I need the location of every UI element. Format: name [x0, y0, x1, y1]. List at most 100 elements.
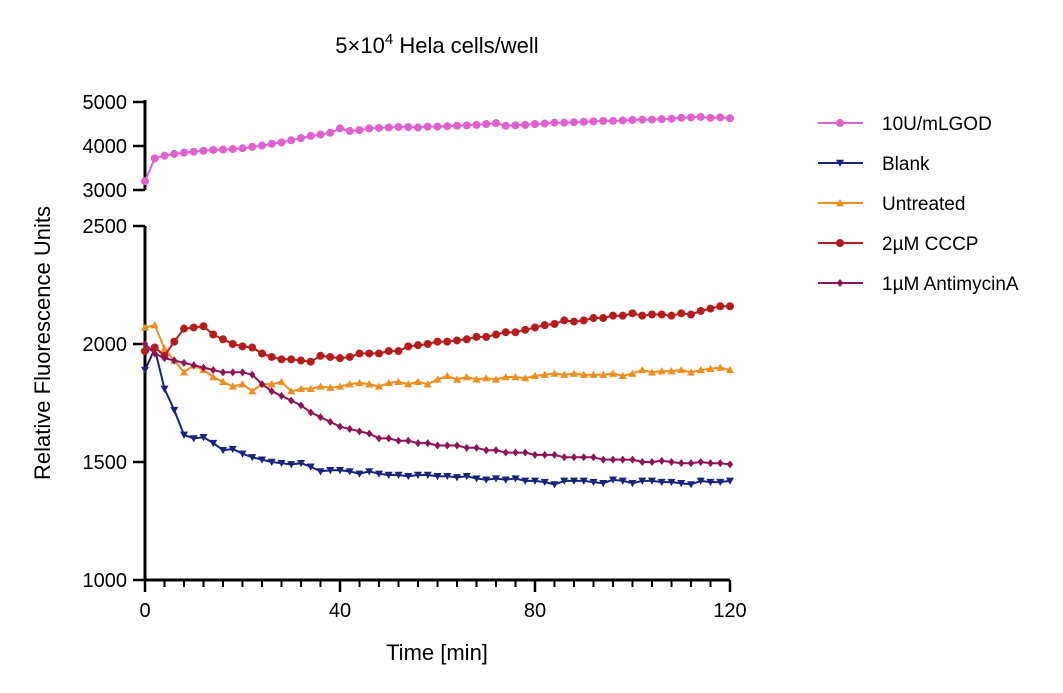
data-point: [248, 454, 257, 462]
y-ticks: 1000 1500 2000 2500 3000 4000 5000: [83, 92, 145, 592]
data-point: [238, 144, 247, 153]
data-point: [638, 311, 647, 320]
data-point: [248, 343, 257, 352]
data-point: [550, 118, 559, 127]
legend-item: Untreated: [818, 194, 965, 215]
data-point: [238, 342, 247, 351]
data-point: [433, 472, 442, 481]
data-point: [726, 477, 734, 485]
data-point: [579, 316, 588, 325]
data-point: [716, 478, 725, 487]
data-point: [375, 434, 383, 443]
legend-marker: [836, 239, 844, 247]
data-point: [501, 121, 510, 130]
data-point: [345, 352, 354, 361]
data-point: [404, 380, 413, 388]
y-tick-label: 2000: [83, 334, 128, 356]
data-point: [609, 369, 617, 377]
series-1: [141, 345, 734, 489]
data-point: [628, 116, 637, 125]
data-point: [326, 128, 335, 137]
data-point: [706, 364, 715, 372]
data-point: [219, 447, 227, 455]
data-point: [551, 450, 558, 459]
data-point: [462, 121, 471, 130]
data-point: [609, 116, 617, 125]
data-point: [511, 328, 520, 337]
data-point: [521, 325, 530, 334]
data-point: [717, 459, 724, 468]
data-point: [657, 115, 666, 124]
data-point: [628, 369, 637, 377]
data-point: [287, 136, 296, 145]
data-point: [716, 363, 725, 371]
data-point: [385, 434, 392, 443]
data-point: [287, 355, 296, 364]
data-point: [150, 343, 159, 352]
data-point: [384, 123, 393, 132]
data-point: [189, 147, 198, 156]
data-point: [141, 366, 149, 374]
data-point: [189, 323, 198, 332]
legend-item: 2µM CCCP: [818, 234, 978, 255]
data-point: [677, 309, 686, 318]
data-point: [609, 476, 617, 484]
data-point: [628, 480, 637, 488]
data-point: [579, 370, 588, 378]
data-point: [589, 117, 598, 126]
data-point: [258, 141, 266, 150]
data-point: [648, 310, 656, 319]
data-point: [492, 475, 500, 483]
data-point: [531, 371, 539, 380]
x-tick-label: 40: [329, 600, 351, 622]
data-point: [511, 121, 520, 130]
data-point: [570, 453, 578, 462]
data-point: [501, 328, 510, 337]
data-point: [550, 369, 559, 377]
data-point: [219, 377, 227, 385]
data-point: [209, 373, 218, 381]
legend-item: 10U/mLGOD: [818, 114, 992, 135]
data-point: [443, 472, 452, 481]
data-point: [540, 321, 549, 330]
legend-marker: [836, 119, 844, 127]
data-point: [472, 475, 481, 483]
data-point: [687, 368, 695, 376]
legend-marker: [836, 279, 844, 287]
data-point: [492, 330, 500, 339]
data-point: [228, 445, 237, 454]
data-point: [696, 477, 705, 485]
data-point: [306, 131, 315, 140]
data-point: [268, 387, 275, 396]
data-point: [453, 375, 461, 383]
data-point: [560, 118, 569, 127]
data-point: [287, 461, 296, 469]
data-point: [706, 113, 715, 122]
data-point: [160, 151, 169, 160]
data-point: [648, 477, 656, 485]
data-point: [336, 467, 344, 475]
data-point: [384, 471, 393, 479]
data-point: [160, 385, 169, 393]
data-point: [180, 368, 188, 376]
data-point: [502, 448, 509, 457]
x-tick-label: 0: [139, 600, 150, 622]
data-point: [278, 391, 285, 400]
data-point: [667, 311, 676, 320]
data-point: [570, 118, 578, 127]
data-point: [580, 453, 587, 462]
data-point: [696, 365, 705, 374]
x-ticks: 0 40 80 120: [139, 580, 747, 622]
data-point: [199, 434, 208, 442]
data-point: [687, 310, 695, 319]
data-point: [414, 377, 422, 385]
data-point: [229, 368, 236, 377]
data-point: [678, 459, 685, 468]
series-3: [141, 302, 734, 366]
data-point: [346, 424, 353, 433]
data-point: [288, 396, 295, 405]
data-point: [433, 122, 442, 131]
data-point: [443, 337, 452, 346]
data-point: [404, 342, 413, 351]
